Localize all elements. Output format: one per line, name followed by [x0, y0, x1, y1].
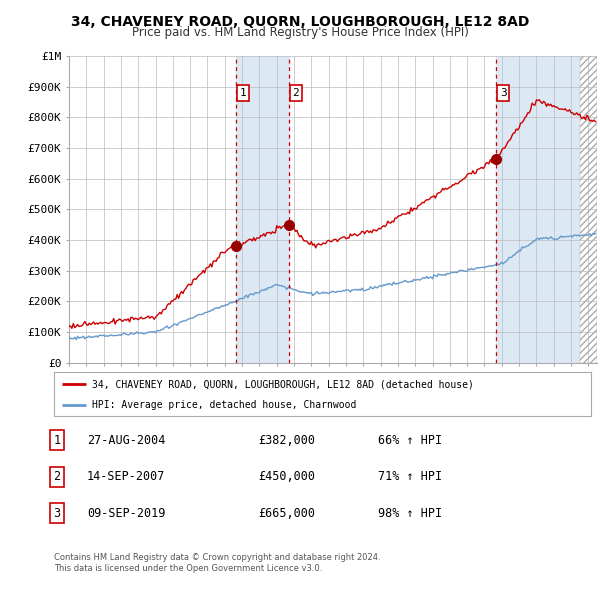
Text: 09-SEP-2019: 09-SEP-2019 — [87, 507, 166, 520]
Text: 1: 1 — [239, 88, 246, 98]
Text: 71% ↑ HPI: 71% ↑ HPI — [378, 470, 442, 483]
Text: This data is licensed under the Open Government Licence v3.0.: This data is licensed under the Open Gov… — [54, 564, 322, 573]
Text: 1: 1 — [53, 434, 61, 447]
Text: 14-SEP-2007: 14-SEP-2007 — [87, 470, 166, 483]
Text: 66% ↑ HPI: 66% ↑ HPI — [378, 434, 442, 447]
Text: Contains HM Land Registry data © Crown copyright and database right 2024.: Contains HM Land Registry data © Crown c… — [54, 553, 380, 562]
Text: 98% ↑ HPI: 98% ↑ HPI — [378, 507, 442, 520]
Bar — [580, 56, 597, 363]
Bar — [236, 56, 289, 363]
Text: £450,000: £450,000 — [258, 470, 315, 483]
Text: 2: 2 — [53, 470, 61, 483]
Text: 2: 2 — [292, 88, 299, 98]
Text: HPI: Average price, detached house, Charnwood: HPI: Average price, detached house, Char… — [92, 400, 356, 410]
Text: Price paid vs. HM Land Registry's House Price Index (HPI): Price paid vs. HM Land Registry's House … — [131, 26, 469, 39]
Text: 3: 3 — [53, 507, 61, 520]
Text: 3: 3 — [500, 88, 506, 98]
Text: £382,000: £382,000 — [258, 434, 315, 447]
Text: 34, CHAVENEY ROAD, QUORN, LOUGHBOROUGH, LE12 8AD (detached house): 34, CHAVENEY ROAD, QUORN, LOUGHBOROUGH, … — [92, 379, 473, 389]
Text: 27-AUG-2004: 27-AUG-2004 — [87, 434, 166, 447]
Bar — [580, 56, 597, 363]
Text: £665,000: £665,000 — [258, 507, 315, 520]
Text: 34, CHAVENEY ROAD, QUORN, LOUGHBOROUGH, LE12 8AD: 34, CHAVENEY ROAD, QUORN, LOUGHBOROUGH, … — [71, 15, 529, 29]
Bar — [496, 56, 580, 363]
